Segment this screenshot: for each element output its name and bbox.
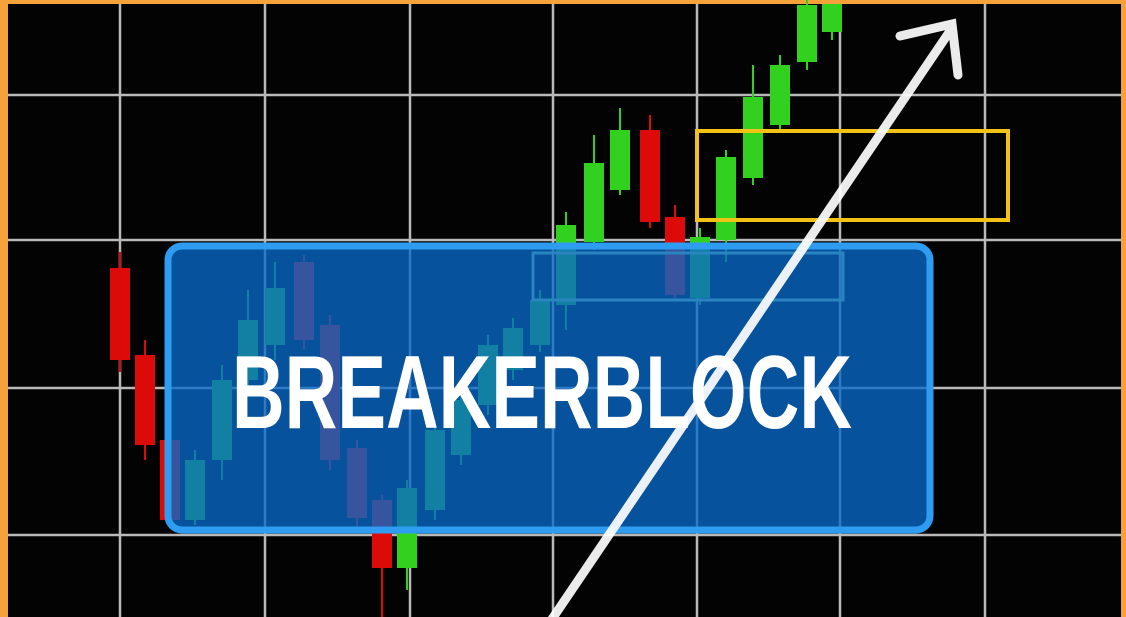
candle-body: [135, 355, 155, 445]
candle-body: [584, 163, 604, 242]
candle-body: [610, 130, 630, 190]
label-box: [164, 242, 934, 534]
candle-body: [110, 268, 130, 360]
candle-body: [640, 130, 660, 222]
candle-body: [770, 65, 790, 125]
title: BREAKERBLOCK: [232, 335, 852, 451]
candle-body: [797, 5, 817, 62]
candle-body: [743, 97, 763, 178]
candle-body: [716, 157, 736, 240]
arrow: [547, 18, 963, 617]
highlight-box: [695, 129, 1010, 222]
candle-body: [822, 4, 842, 32]
